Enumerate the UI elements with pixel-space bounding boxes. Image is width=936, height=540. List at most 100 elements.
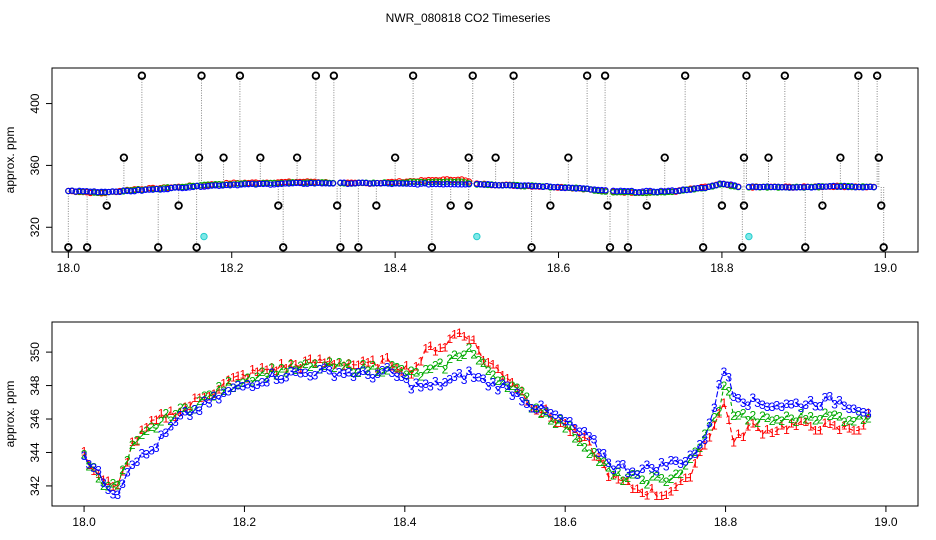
bottom-x-tick-label: 18.6 [554,515,578,529]
baseline-point-blue [724,181,731,188]
baseline-point-blue [841,182,848,190]
series-glyph-3: 3 [571,422,578,436]
series-glyph-1: 1 [110,480,117,494]
series-glyph-2: 2 [822,406,829,420]
bottom-x-tick-label: 18.2 [233,515,257,529]
baseline-point-blue [716,180,724,187]
series-glyph-2: 2 [523,390,530,404]
baseline-point-blue [815,183,822,190]
bottom-panel: 1111111111111111111111111111111111111111… [3,321,919,529]
baseline-point-blue [399,180,407,187]
baseline-point-blue [65,187,72,195]
baseline-point-blue [201,183,208,190]
series-glyph-1: 1 [427,339,434,353]
series-glyph-2: 2 [138,428,145,442]
series-glyph-3: 3 [268,366,275,380]
baseline-point-blue [90,188,98,195]
series-glyph-2: 2 [749,408,756,422]
series-glyph-1: 1 [831,418,838,432]
series-glyph-2: 2 [456,350,463,364]
series-glyph-2: 2 [350,366,357,380]
series-glyph-1: 1 [485,355,492,369]
baseline-point-blue [359,179,366,186]
series-glyph-2: 2 [672,467,679,481]
series-glyph-3: 3 [273,373,280,387]
series-glyph-3: 3 [644,458,651,472]
series-glyph-1: 1 [552,416,559,430]
series-glyph-3: 3 [812,399,819,413]
series-glyph-3: 3 [206,396,213,410]
series-glyph-3: 3 [677,457,684,471]
series-glyph-2: 2 [143,424,150,438]
baseline-point-blue [650,188,657,195]
series-glyph-1: 1 [124,456,131,470]
series-glyph-3: 3 [668,453,675,467]
baseline-point-blue [694,185,701,192]
series-glyph-2: 2 [735,409,742,423]
series-glyph-3: 3 [427,379,434,393]
series-glyph-3: 3 [297,366,304,380]
outlier-point [329,71,339,80]
baseline-point-blue [68,187,76,194]
series-glyph-1: 1 [543,402,550,416]
series-glyph-1: 1 [466,333,473,347]
series-glyph-2: 2 [543,406,550,420]
series-glyph-3: 3 [283,371,290,385]
baseline-point-blue [226,182,234,189]
baseline-point-blue [204,183,212,190]
series-glyph-1: 1 [629,482,636,496]
series-glyph-3: 3 [413,376,420,390]
bottom-x-tick-label: 18.8 [714,515,738,529]
series-glyph-2: 2 [668,472,675,486]
series-glyph-1: 1 [393,362,400,376]
series-glyph-2: 2 [774,413,781,427]
baseline-point-blue [624,188,632,195]
series-glyph-1: 1 [701,439,708,453]
baseline-point-blue [720,180,727,188]
series-glyph-3: 3 [475,371,482,385]
series-glyph-3: 3 [846,402,853,416]
baseline-point-blue [153,185,160,193]
series-glyph-1: 1 [735,427,742,441]
outlier-point [174,201,183,210]
top-x-tick-label: 18.2 [220,261,244,275]
baseline-point-blue [495,182,503,189]
series-glyph-2: 2 [345,357,352,371]
baseline-point-blue [690,185,698,192]
cyan-point [200,232,208,241]
series-glyph-2: 2 [206,388,213,402]
baseline-point-blue [249,180,256,187]
series-glyph-2: 2 [239,376,246,390]
series-glyph-3: 3 [418,380,425,394]
baseline-point-blue [488,181,495,189]
baseline-point-blue [454,181,462,188]
series-glyph-2: 2 [302,357,309,371]
series-glyph-1: 1 [273,364,280,378]
baseline-point-blue [528,183,536,190]
series-glyph-1: 1 [254,365,261,379]
series-glyph-2: 2 [273,369,280,383]
series-glyph-1: 1 [432,344,439,358]
series-glyph-1: 1 [312,356,319,370]
series-glyph-1: 1 [802,415,809,429]
series-glyph-1: 1 [211,387,218,401]
top-x-tick-label: 18.8 [710,261,734,275]
baseline-point-blue [539,183,547,191]
baseline-point-blue [219,182,226,189]
series-glyph-1: 1 [615,472,622,486]
series-glyph-3: 3 [384,361,391,375]
series-glyph-3: 3 [788,397,795,411]
series-glyph-2: 2 [793,415,800,429]
series-line-3 [83,367,869,496]
series-glyph-3: 3 [841,399,848,413]
series-glyph-3: 3 [119,477,126,491]
baseline-point-blue [370,180,377,187]
series-glyph-3: 3 [480,372,487,386]
series-glyph-3: 3 [264,375,271,389]
series-glyph-1: 1 [177,405,184,419]
series-glyph-1: 1 [677,474,684,488]
series-glyph-3: 3 [774,399,781,413]
baseline-point-blue [315,179,322,186]
baseline-point-blue [654,188,661,195]
baseline-point-blue [256,180,263,187]
